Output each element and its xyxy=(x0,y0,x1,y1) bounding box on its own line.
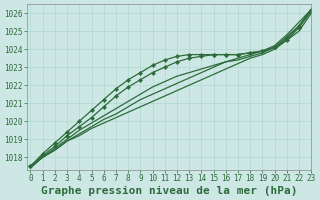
X-axis label: Graphe pression niveau de la mer (hPa): Graphe pression niveau de la mer (hPa) xyxy=(41,186,297,196)
